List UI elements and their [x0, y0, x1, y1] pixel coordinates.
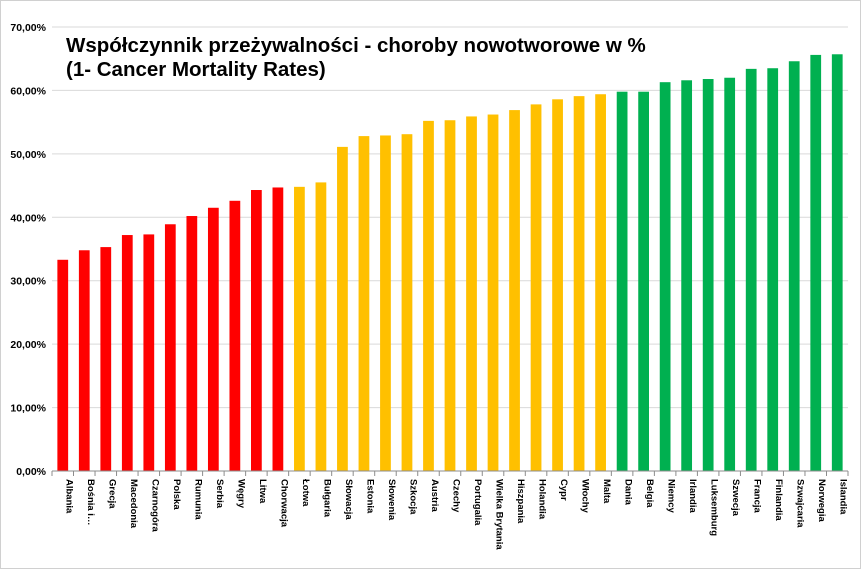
x-tick-label: Bośnia i…: [85, 479, 96, 525]
bar: [530, 104, 542, 471]
y-axis: 0,00% 10,00% 20,00% 30,00% 40,00% 50,00% 60,00…: [10, 22, 46, 478]
y-tick-label: 20,00%: [10, 339, 46, 351]
bar: [315, 182, 327, 471]
x-tick-label: Belgia: [644, 479, 655, 508]
x-tick-label: Chorwacja: [278, 479, 289, 528]
bar: [100, 247, 112, 471]
bar: [143, 234, 155, 471]
chart-title-line-2: (1- Cancer Mortality Rates): [66, 58, 326, 81]
bar: [724, 77, 736, 471]
bar: [229, 200, 241, 471]
x-tick-label: Niemcy: [666, 479, 677, 514]
x-tick-label: Portugalia: [472, 479, 483, 526]
y-tick-label: 50,00%: [10, 149, 46, 161]
x-tick-label: Polska: [171, 479, 182, 510]
x-tick-label: Francja: [752, 479, 763, 514]
bar: [573, 96, 585, 471]
bar: [767, 68, 779, 471]
bar: [121, 235, 133, 471]
x-tick-label: Estonia: [364, 479, 375, 514]
x-tick-label: Rumunia: [192, 479, 203, 520]
x-tick-label: Węgry: [235, 479, 246, 509]
x-tick-label: Wielka Brytania: [494, 479, 505, 550]
bar: [595, 94, 606, 471]
bar: [745, 68, 757, 471]
y-tick-label: 70,00%: [10, 22, 46, 34]
x-tick-label: Norwegia: [816, 479, 827, 522]
x-tick-label: Macedonia: [128, 479, 139, 529]
x-tick-label: Dania: [623, 479, 634, 506]
x-tick-label: Albania: [63, 479, 74, 514]
x-tick-label: Luksemburg: [709, 479, 720, 536]
x-tick-label: Czechy: [451, 479, 462, 513]
bar: [294, 186, 305, 471]
bar: [272, 187, 284, 471]
bar: [380, 135, 391, 471]
y-tick-label: 10,00%: [10, 403, 46, 415]
x-tick-label: Holandia: [537, 479, 548, 520]
bar: [444, 120, 456, 472]
x-tick-label: Słowenia: [386, 479, 397, 521]
bar: [78, 250, 90, 471]
bar: [186, 216, 198, 471]
bar: [831, 54, 843, 471]
bar: [487, 114, 499, 471]
bar: [638, 91, 649, 471]
bar: [466, 116, 477, 471]
chart-title-line-1: Współczynnik przeżywalności - choroby no…: [66, 34, 646, 57]
x-tick-label: Malta: [601, 479, 612, 504]
x-tick-label: Hiszpania: [515, 479, 526, 524]
x-tick-label: Słowacja: [343, 479, 354, 520]
bars: [57, 54, 843, 472]
x-tick-label: Irlandia: [687, 479, 698, 514]
x-tick-label: Austria: [429, 479, 440, 512]
bar: [788, 61, 800, 471]
bar: [401, 134, 413, 472]
y-tick-label: 40,00%: [10, 212, 46, 224]
chart-title: Współczynnik przeżywalności - choroby no…: [66, 34, 646, 82]
y-tick-label: 30,00%: [10, 276, 46, 288]
bar: [681, 80, 693, 471]
x-tick-label: Włochy: [580, 479, 591, 513]
x-tick-label: Czarnogóra: [149, 479, 160, 533]
bar: [164, 224, 176, 471]
x-tick-label: Bułgaria: [321, 479, 332, 518]
bar: [659, 82, 671, 471]
bar: [702, 79, 714, 472]
bar: [552, 99, 563, 472]
bar: [57, 259, 69, 471]
x-tick-label: Szkocja: [407, 479, 418, 515]
bar: [810, 54, 822, 472]
x-tick-label: Szwecja: [730, 479, 741, 517]
x-tick-label: Szwajcaria: [795, 479, 806, 528]
x-axis: Albania Bośnia i… Grecja Macedonia Czarnogór…: [51, 470, 849, 550]
bar: [251, 190, 262, 472]
x-tick-label: Litwa: [257, 479, 268, 504]
x-tick-label: Serbia: [214, 479, 225, 509]
y-tick-label: 0,00%: [16, 466, 46, 478]
x-tick-label: Islandia: [838, 479, 849, 515]
x-tick-label: Cypr: [558, 479, 569, 501]
bar: [509, 110, 520, 471]
bar: [207, 207, 219, 471]
x-tick-label: Finlandia: [773, 479, 784, 521]
bar: [423, 120, 434, 472]
bar: [337, 146, 348, 471]
x-tick-label: Łotwa: [300, 479, 311, 507]
x-tick-label: Grecja: [106, 479, 117, 509]
y-tick-label: 60,00%: [10, 85, 46, 97]
bar: [358, 136, 370, 471]
bar: [616, 91, 628, 471]
